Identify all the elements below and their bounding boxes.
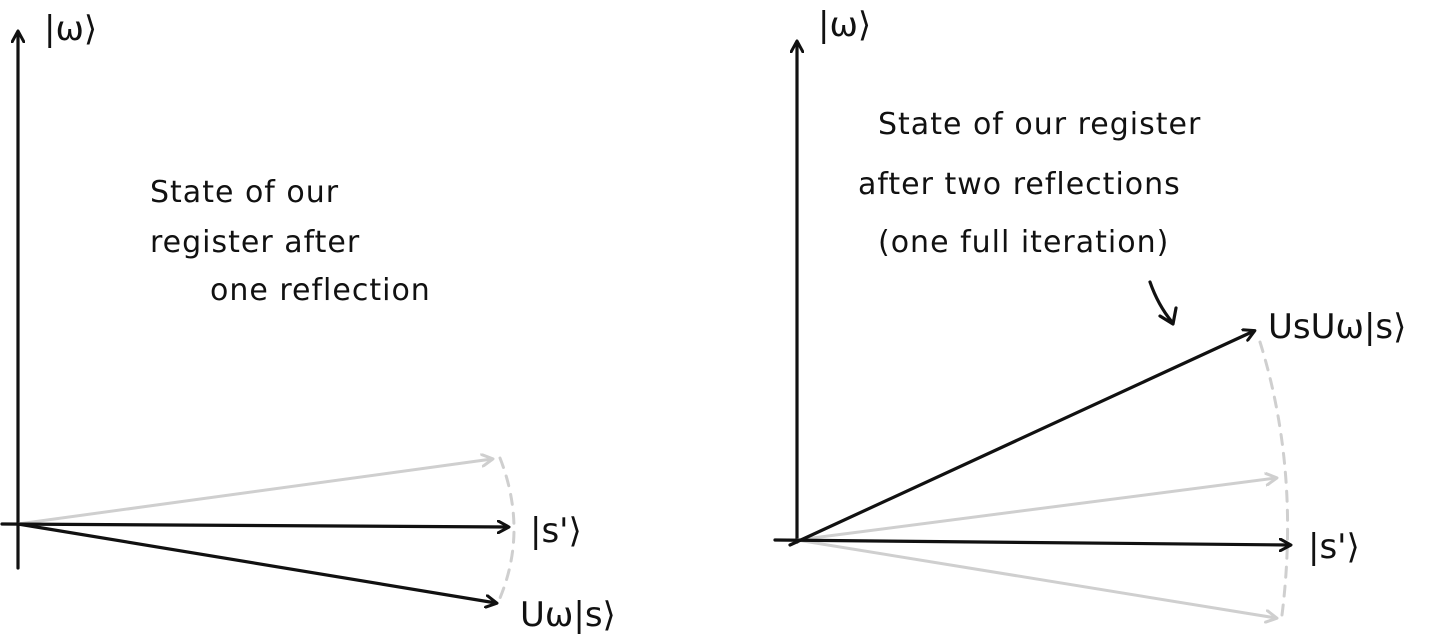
right-note-line-2: after two reflections xyxy=(858,167,1181,202)
left-note-line-2: register after xyxy=(150,225,360,260)
left-note-line-3: one reflection xyxy=(210,273,431,308)
left-horizontal-axis-label: |s'⟩ xyxy=(530,511,582,551)
left-vertical-axis-label: |ω⟩ xyxy=(44,9,97,49)
left-reflected-vector xyxy=(16,522,496,603)
right-result-vector-label: UsUω|s⟩ xyxy=(1268,307,1406,347)
right-reflection-arc xyxy=(1258,340,1290,617)
right-horizontal-axis-label: |s'⟩ xyxy=(1308,527,1360,567)
right-vertical-axis-label: |ω⟩ xyxy=(818,5,871,45)
left-horizontal-axis xyxy=(0,524,508,527)
right-pointer-arrow xyxy=(1148,280,1174,324)
right-panel: |ω⟩ |s'⟩ UsUω|s⟩ State of our register a… xyxy=(773,5,1406,618)
right-first-reflection-vector xyxy=(795,538,1276,618)
right-horizontal-axis xyxy=(773,540,1290,545)
right-original-state-vector xyxy=(795,478,1276,542)
right-note-line-1: State of our register xyxy=(878,107,1201,142)
left-note-line-1: State of our xyxy=(150,175,339,210)
left-reflected-vector-label: Uω|s⟩ xyxy=(520,595,616,635)
right-note-line-3: (one full iteration) xyxy=(878,225,1169,260)
left-panel: |ω⟩ |s'⟩ Uω|s⟩ State of our register aft… xyxy=(0,9,616,635)
left-original-state-vector xyxy=(16,459,492,526)
right-result-vector xyxy=(788,331,1254,547)
right-pointer-arrow-head xyxy=(1158,306,1178,326)
